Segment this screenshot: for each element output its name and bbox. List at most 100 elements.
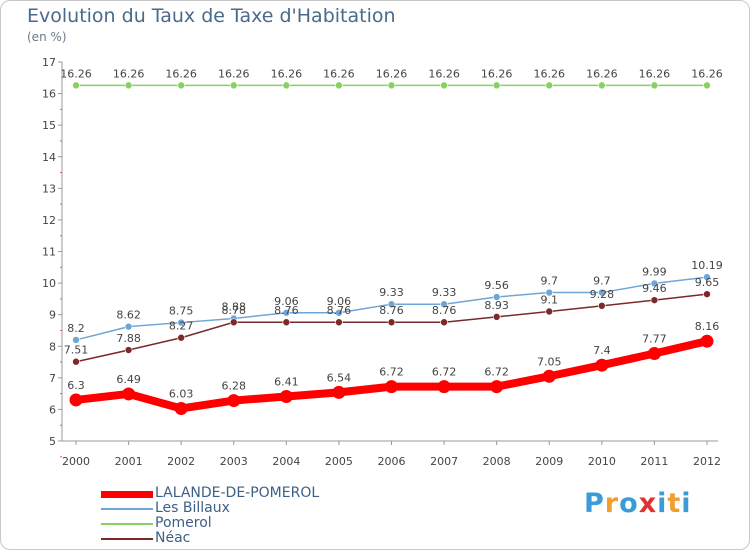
data-label: 16.26 — [113, 67, 145, 80]
legend-swatch — [101, 491, 153, 498]
data-label: 7.05 — [537, 355, 562, 368]
data-point — [700, 334, 714, 348]
x-tick-label: 2010 — [588, 455, 616, 468]
data-point — [174, 401, 188, 415]
data-label: 6.72 — [379, 366, 404, 379]
data-point — [332, 385, 346, 399]
data-point — [650, 296, 659, 304]
data-point — [598, 81, 606, 90]
y-tick-label: 15 — [42, 119, 56, 132]
y-tick-label: 7 — [49, 372, 56, 385]
y-tick-label: 11 — [42, 246, 56, 259]
data-label: 9.7 — [541, 275, 559, 288]
data-label: 9.65 — [695, 276, 720, 289]
y-tick-label: 9 — [49, 309, 56, 322]
data-label: 9.06 — [327, 295, 352, 308]
data-label: 6.54 — [327, 371, 352, 384]
data-point — [385, 380, 398, 394]
data-point — [177, 333, 185, 342]
data-label: 7.51 — [64, 344, 89, 357]
x-tick-label: 2011 — [640, 455, 668, 468]
data-label: 6.72 — [432, 366, 457, 379]
data-label: 8.88 — [222, 300, 247, 313]
legend-label: Pomerol — [155, 515, 212, 531]
brand-letter: P — [584, 488, 605, 519]
data-point — [703, 81, 711, 90]
x-tick-label: 2006 — [378, 455, 406, 468]
data-label: 9.56 — [484, 279, 509, 292]
data-label: 16.26 — [376, 67, 408, 80]
data-point — [387, 300, 396, 309]
x-tick-label: 2001 — [115, 455, 143, 468]
data-point — [177, 81, 185, 90]
data-label: 9.33 — [379, 286, 404, 299]
x-tick-label: 2003 — [220, 455, 248, 468]
data-label: 9.99 — [642, 265, 667, 278]
data-point — [437, 380, 451, 394]
y-tick-label: 6 — [49, 403, 56, 416]
data-point — [650, 279, 659, 288]
data-point — [282, 81, 291, 90]
data-point — [492, 313, 501, 321]
x-tick-label: 2007 — [430, 455, 458, 468]
data-label: 16.26 — [271, 67, 303, 80]
data-point — [124, 81, 133, 90]
data-point — [492, 293, 501, 301]
data-label: 6.72 — [484, 366, 509, 379]
data-point — [282, 308, 291, 317]
data-label: 8.76 — [327, 304, 352, 317]
data-label: 10.19 — [691, 259, 723, 272]
data-point — [124, 346, 133, 354]
data-label: 16.26 — [691, 67, 723, 80]
data-point — [229, 318, 238, 327]
data-point — [177, 318, 185, 327]
data-labels: 16.26 16.26 16.26 16.26 16.26 16.26 16.26 16.26… — [60, 67, 723, 400]
data-label: 16.26 — [60, 67, 92, 80]
data-label: 6.03 — [169, 387, 194, 400]
data-point — [650, 81, 659, 90]
data-label: 7.88 — [116, 332, 141, 345]
data-label: 8.75 — [169, 305, 194, 318]
data-point — [598, 302, 606, 310]
data-label: 8.78 — [222, 304, 247, 317]
data-point — [545, 288, 554, 297]
data-label: 8.76 — [274, 304, 299, 317]
data-label: 16.26 — [586, 67, 618, 80]
data-point — [335, 308, 343, 317]
data-point — [598, 288, 606, 297]
data-point — [387, 81, 396, 90]
data-point — [227, 394, 241, 408]
y-tick-label: 10 — [42, 277, 56, 290]
chart-title: Evolution du Taux de Taxe d'Habitation — [27, 5, 396, 27]
x-tick-label: 2004 — [272, 455, 300, 468]
data-label: 9.1 — [541, 294, 559, 307]
data-point — [492, 81, 501, 90]
data-point — [72, 336, 80, 344]
brand-logo: Proxiti — [584, 488, 692, 519]
data-label: 16.26 — [534, 67, 566, 80]
data-point — [440, 300, 448, 309]
brand-letter: i — [657, 488, 668, 519]
data-label: 9.33 — [432, 286, 457, 299]
legend-swatch — [101, 538, 153, 540]
data-point — [440, 318, 448, 327]
data-point — [703, 273, 711, 281]
data-label: 6.41 — [274, 375, 299, 388]
data-point — [595, 358, 609, 372]
brand-letter: r — [604, 488, 620, 519]
data-point — [72, 81, 80, 90]
data-point — [72, 357, 80, 366]
x-tick-label: 2012 — [693, 455, 721, 468]
data-label: 8.76 — [432, 304, 457, 317]
data-label: 6.49 — [116, 373, 141, 386]
data-point — [229, 81, 238, 90]
data-label: 8.2 — [67, 322, 85, 335]
data-point — [545, 81, 554, 90]
data-point — [490, 380, 504, 394]
data-label: 7.77 — [642, 333, 667, 346]
data-label: 6.3 — [67, 379, 85, 392]
y-tick-label: 14 — [42, 151, 56, 164]
data-label: 9.06 — [274, 295, 299, 308]
